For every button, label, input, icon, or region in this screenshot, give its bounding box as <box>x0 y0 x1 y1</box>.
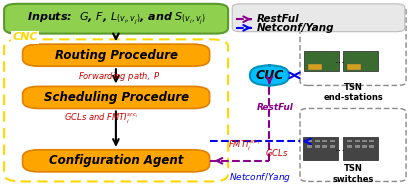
FancyBboxPatch shape <box>343 137 378 160</box>
Text: $\bf{\it{Netconf/Yang}}$: $\bf{\it{Netconf/Yang}}$ <box>229 171 291 184</box>
Text: Configuration Agent: Configuration Agent <box>49 154 183 167</box>
Text: RestFul: RestFul <box>257 103 294 112</box>
FancyBboxPatch shape <box>4 4 228 34</box>
FancyBboxPatch shape <box>23 44 210 66</box>
FancyBboxPatch shape <box>347 145 352 148</box>
FancyBboxPatch shape <box>330 140 335 142</box>
FancyBboxPatch shape <box>355 140 360 142</box>
FancyBboxPatch shape <box>300 6 406 85</box>
FancyBboxPatch shape <box>346 64 361 70</box>
FancyBboxPatch shape <box>355 145 360 148</box>
FancyBboxPatch shape <box>347 140 352 142</box>
FancyBboxPatch shape <box>322 145 327 148</box>
Text: $\it{GCLs\ and\ FMTI}_i^{src_i}$: $\it{GCLs\ and\ FMTI}_i^{src_i}$ <box>64 110 139 126</box>
FancyBboxPatch shape <box>303 137 338 160</box>
Text: RestFul: RestFul <box>257 14 300 24</box>
Text: CUC: CUC <box>255 69 284 82</box>
FancyBboxPatch shape <box>23 150 210 172</box>
Text: $\it{GCLs}$: $\it{GCLs}$ <box>265 147 288 158</box>
FancyBboxPatch shape <box>315 145 320 148</box>
FancyBboxPatch shape <box>300 108 406 181</box>
FancyBboxPatch shape <box>343 51 378 71</box>
Text: ...: ... <box>335 55 345 65</box>
FancyBboxPatch shape <box>330 145 335 148</box>
FancyBboxPatch shape <box>369 140 374 142</box>
Text: Scheduling Procedure: Scheduling Procedure <box>44 91 189 104</box>
FancyBboxPatch shape <box>23 86 210 108</box>
FancyBboxPatch shape <box>362 145 367 148</box>
FancyBboxPatch shape <box>369 145 374 148</box>
Text: Netconf/Yang: Netconf/Yang <box>257 23 335 33</box>
FancyBboxPatch shape <box>232 4 405 32</box>
Text: $\it{Forwarding\ path,\ P}$: $\it{Forwarding\ path,\ P}$ <box>78 70 161 83</box>
Text: $\it{FMTI}_i^{src_i}$: $\it{FMTI}_i^{src_i}$ <box>228 137 260 153</box>
Text: ...: ... <box>335 143 345 153</box>
FancyBboxPatch shape <box>307 64 321 70</box>
Text: Routing Procedure: Routing Procedure <box>55 49 178 62</box>
FancyBboxPatch shape <box>362 140 367 142</box>
FancyBboxPatch shape <box>307 140 312 142</box>
FancyBboxPatch shape <box>304 51 339 71</box>
FancyBboxPatch shape <box>315 140 320 142</box>
FancyBboxPatch shape <box>322 140 327 142</box>
Text: Inputs:  $G$, $F$, $L_{(v_i,v_j)}$, and $S_{(v_i,v_j)}$: Inputs: $G$, $F$, $L_{(v_i,v_j)}$, and $… <box>27 11 206 27</box>
Text: TSN
end-stations: TSN end-stations <box>323 83 383 102</box>
Text: TSN
switches: TSN switches <box>332 164 374 184</box>
FancyBboxPatch shape <box>250 65 289 85</box>
Text: CNC: CNC <box>12 32 38 42</box>
FancyBboxPatch shape <box>307 145 312 148</box>
